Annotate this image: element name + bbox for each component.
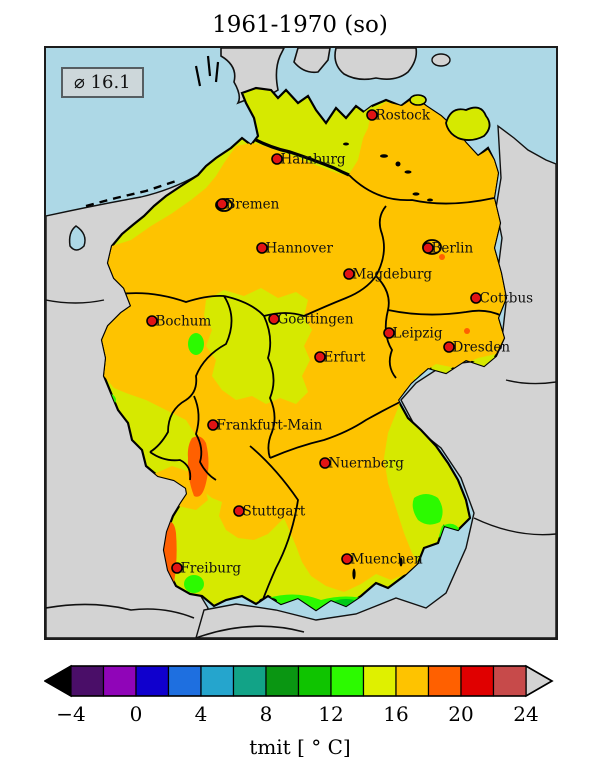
colorbar-segment [396,666,429,696]
colorbar-tick-label: 0 [130,702,143,726]
colorbar-under-arrow [45,666,71,696]
colorbar-segment [201,666,234,696]
cool-spot-blackforest [184,575,204,593]
cool-region-bavarian-forest-2 [439,524,460,546]
cool-spot-sauerland [188,333,204,355]
colorbar-tick-label: −4 [56,702,85,726]
colorbar-tick-label: 24 [513,702,538,726]
city-label: Frankfurt-Main [217,418,323,434]
colorbar-segment [169,666,202,696]
city-label: Rostock [376,108,431,124]
mean-value-badge: ⌀ 16.1 [61,67,144,98]
map-canvas: Rostock Hamburg Bremen Hannover Berlin Magdeb… [46,48,556,638]
colorbar-tick-label: 8 [260,702,273,726]
danish-island [294,48,330,72]
city-label: Dresden [453,340,511,356]
hiddensee-island [410,95,426,105]
colorbar-tick-label: 16 [383,702,408,726]
colorbar-tick-label: 12 [318,702,343,726]
city-label: Nuernberg [329,456,405,472]
colorbar-segment [299,666,332,696]
figure-canvas: { "title": "1961-1970 (so)", "badge": { … [0,0,600,780]
city-label: Bremen [226,197,280,213]
city-label: Erfurt [324,350,366,366]
city-label: Leipzig [393,326,443,342]
colorbar-segment [104,666,137,696]
ruegen-island [446,108,490,141]
figure-title: 1961-1970 (so) [0,12,600,38]
colorbar-segment [461,666,494,696]
colorbar: −4 0 4 8 12 16 20 24 tmit [ ° C] [44,664,556,764]
colorbar-axis-label: tmit [ ° C] [249,735,350,759]
baltic-island [432,54,450,66]
colorbar-segment [429,666,462,696]
city-label: Magdeburg [353,267,433,283]
colorbar-segment [331,666,364,696]
colorbar-tick-label: 20 [448,702,473,726]
city-label: Berlin [432,241,474,257]
hot-spot-lausitz [464,328,470,334]
city-label: Bochum [156,314,212,330]
colorbar-segment [494,666,527,696]
mild-band-central [204,288,312,404]
city-label: Cottbus [480,291,534,307]
colorbar-tick-label: 4 [195,702,208,726]
sylt-islands [196,56,218,86]
colorbar-segment [364,666,397,696]
city-label: Muenchen [351,552,423,568]
germany-temperature-map: ⌀ 16.1 [44,46,558,640]
colorbar-segment [234,666,267,696]
city-label: Stuttgart [243,504,306,520]
city-label: Hamburg [281,152,346,168]
colorbar-segment [266,666,299,696]
colorbar-segment [136,666,169,696]
colorbar-segment [71,666,104,696]
city-label: Hannover [266,241,334,257]
city-label: Goettingen [278,312,354,328]
colorbar-over-arrow [526,666,552,696]
zealand-island [335,48,416,79]
city-label: Freiburg [181,561,242,577]
